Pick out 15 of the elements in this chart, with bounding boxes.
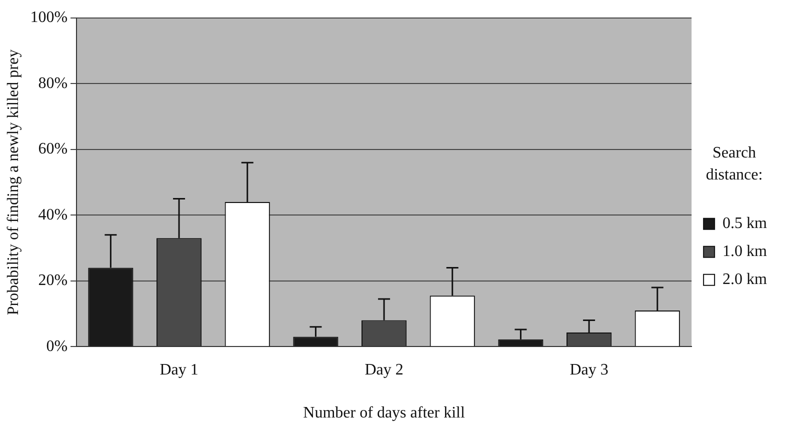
legend-label: 0.5 km [722,215,768,232]
legend-title: Search distance: [706,144,763,184]
y-axis-title: Probability of finding a newly killed prey [4,49,22,316]
y-tick-label: 100% [30,9,68,26]
x-tick-label: Day 1 [160,361,198,378]
legend-label: 2.0 km [722,271,768,288]
y-tick-label: 40% [38,206,68,224]
x-tick-label: Day 2 [364,361,404,378]
y-tick-label: 20% [38,272,68,290]
x-tick-label: Day 3 [570,361,608,378]
y-tick-label: 80% [38,74,68,92]
legend-label: 1.0 km [722,243,768,260]
x-axis-title: Number of days after kill [303,404,466,422]
y-tick-label: 0% [46,338,68,355]
y-tick-label: 60% [38,140,68,158]
